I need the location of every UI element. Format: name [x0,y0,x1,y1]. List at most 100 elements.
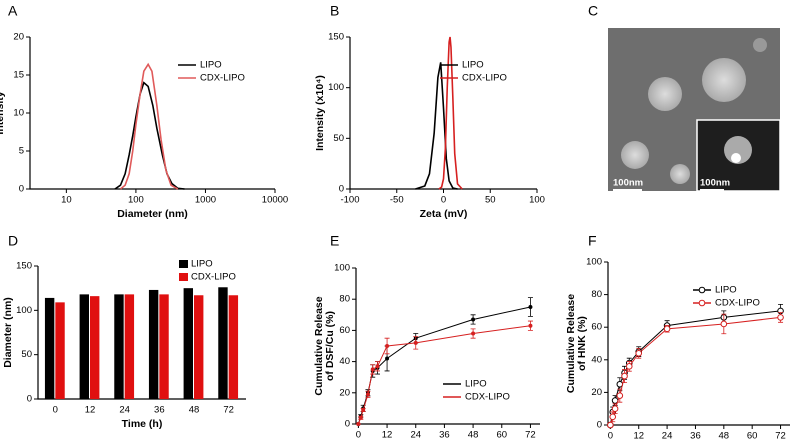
x-tick-label: 48 [468,430,479,441]
y-tick-label: 0 [345,419,350,430]
x-tick-label: 0 [356,430,361,441]
panel-label: C [588,3,598,19]
x-tick-label: 0 [53,405,58,416]
marker [471,331,476,336]
y-tick-label: 0 [339,184,344,195]
line [415,62,458,190]
x-tick-label: 24 [410,430,421,441]
bar [79,294,89,399]
marker [375,364,380,369]
x-tick-label: 12 [633,431,644,442]
scale-bar-label: 100nm [613,178,643,189]
x-tick-label: 100 [128,195,144,206]
y-tick-label: 100 [586,257,602,268]
axis [607,262,790,426]
legend-marker [698,286,706,294]
y-axis-title: Cumulative Release [313,296,325,395]
legend-label: LIPO [462,60,484,71]
legend-label: CDX-LIPO [200,73,245,84]
marker [611,405,619,413]
line [114,81,185,190]
y-tick-label: 50 [21,349,32,360]
x-tick-label: 10000 [262,195,288,206]
x-tick-label: 72 [525,430,536,441]
axis [29,37,275,190]
legend-marker [698,299,706,307]
y-tick-label: 0 [597,420,602,431]
x-tick-label: 10 [61,195,72,206]
x-axis-title: Time (h) [122,418,163,430]
marker [528,323,533,328]
panel-label: B [330,3,339,19]
line [609,310,781,426]
legend-label: CDX-LIPO [715,298,760,309]
marker [663,325,671,333]
x-tick-label: 12 [382,430,393,441]
legend-swatch [179,260,188,268]
legend-swatch [179,273,188,281]
marker [358,415,363,420]
bar [114,294,124,399]
y-tick-label: 100 [334,263,350,274]
y-tick-label: 20 [591,387,602,398]
x-tick-label: 60 [747,431,758,442]
bar [90,296,100,399]
x-tick-label: -100 [340,195,359,206]
legend-label: LIPO [465,379,487,390]
marker [413,340,418,345]
marker [621,372,628,380]
marker [635,349,643,357]
line [357,306,531,425]
bar [183,288,193,399]
y-tick-label: 20 [13,32,24,43]
marker [361,407,366,412]
line [438,36,463,190]
tem-image: 100nm 100nm [608,28,781,192]
y-axis-title: Diameter (nm) [2,297,14,368]
bar [44,297,55,399]
x-tick-label: 1000 [195,195,216,206]
y-tick-label: 150 [328,32,344,43]
y-tick-label: 100 [16,305,32,316]
y-tick-label: 80 [591,289,602,300]
y-tick-label: 80 [339,294,350,305]
marker [385,344,390,348]
x-axis-title: Zeta (mV) [420,208,468,220]
bar [218,287,228,399]
y-axis-title: Intensity (x10⁴) [314,75,326,151]
x-tick-label: 100 [529,195,545,206]
legend-label: CDX-LIPO [191,272,236,283]
legend-label: LIPO [191,259,213,270]
marker [720,320,728,328]
x-tick-label: 0 [608,431,613,442]
x-tick-label: 12 [85,405,96,416]
bar [148,289,159,399]
y-tick-label: 150 [16,261,32,272]
scale-bar-label: 100nm [700,178,730,189]
marker [777,314,784,321]
marker [370,367,375,372]
x-tick-label: 24 [119,405,130,416]
line [119,62,179,190]
y-tick-label: 0 [19,184,24,195]
line [357,325,531,425]
bar [159,294,169,399]
panel-label: A [8,3,18,19]
y-axis-title: of DSF/Cu (%) [324,311,336,381]
x-tick-label: 36 [154,405,165,416]
x-tick-label: 60 [496,430,507,441]
y-tick-label: 50 [333,133,344,144]
bar [55,302,65,399]
legend-label: CDX-LIPO [462,73,507,84]
y-axis-title: Intensity [0,91,6,134]
marker [625,363,633,370]
panel-label: E [330,233,339,249]
y-tick-label: 60 [339,325,350,336]
x-tick-label: 50 [485,195,496,206]
axis [355,268,540,425]
line [609,316,781,426]
y-tick-label: 15 [13,70,24,81]
bar [228,295,239,399]
marker [607,421,614,429]
